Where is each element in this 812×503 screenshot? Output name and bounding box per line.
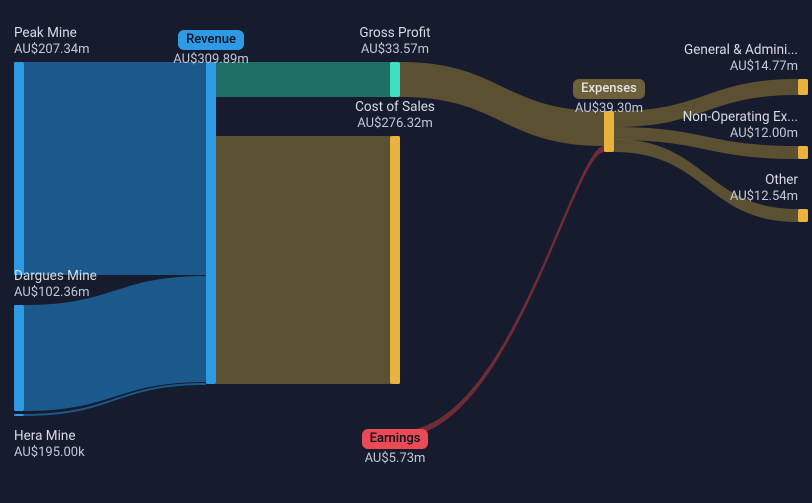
label-value: AU$5.73m <box>350 451 440 467</box>
label-hera: Hera MineAU$195.00k <box>14 428 85 461</box>
label-revenue: Revenue AU$309.89m <box>166 30 256 69</box>
label-value: AU$195.00k <box>14 445 85 461</box>
label-name: Hera Mine <box>14 428 85 445</box>
label-name: Earnings <box>362 429 429 449</box>
label-name: Cost of Sales <box>335 99 455 116</box>
label-value: AU$276.32m <box>335 116 455 132</box>
label-other: OtherAU$12.54m <box>730 172 798 205</box>
label-name: Dargues Mine <box>14 268 97 285</box>
label-name: Expenses <box>573 79 645 99</box>
label-value: AU$33.57m <box>335 42 455 58</box>
label-name: Revenue <box>178 30 244 50</box>
label-value: AU$207.34m <box>14 42 89 58</box>
label-value: AU$12.00m <box>683 126 798 142</box>
label-expenses: Expenses AU$39.30m <box>564 79 654 118</box>
label-value: AU$102.36m <box>14 285 97 301</box>
label-gross: Gross ProfitAU$33.57m <box>335 25 455 58</box>
label-name: Other <box>730 172 798 189</box>
label-name: General & Admini... <box>684 42 798 59</box>
label-dargues: Dargues MineAU$102.36m <box>14 268 97 301</box>
label-layer: Peak MineAU$207.34m Dargues MineAU$102.36… <box>0 0 812 503</box>
label-ga: General & Admini...AU$14.77m <box>684 42 798 75</box>
label-name: Gross Profit <box>335 25 455 42</box>
label-peak: Peak MineAU$207.34m <box>14 25 89 58</box>
label-name: Peak Mine <box>14 25 89 42</box>
label-value: AU$309.89m <box>166 52 256 68</box>
label-name: Non-Operating Ex... <box>683 109 798 126</box>
label-value: AU$14.77m <box>684 59 798 75</box>
sankey-chart: Peak MineAU$207.34m Dargues MineAU$102.36… <box>0 0 812 503</box>
label-value: AU$39.30m <box>564 101 654 117</box>
label-cost: Cost of SalesAU$276.32m <box>335 99 455 132</box>
label-earnings: Earnings AU$5.73m <box>350 429 440 468</box>
label-value: AU$12.54m <box>730 189 798 205</box>
label-nonop: Non-Operating Ex...AU$12.00m <box>683 109 798 142</box>
